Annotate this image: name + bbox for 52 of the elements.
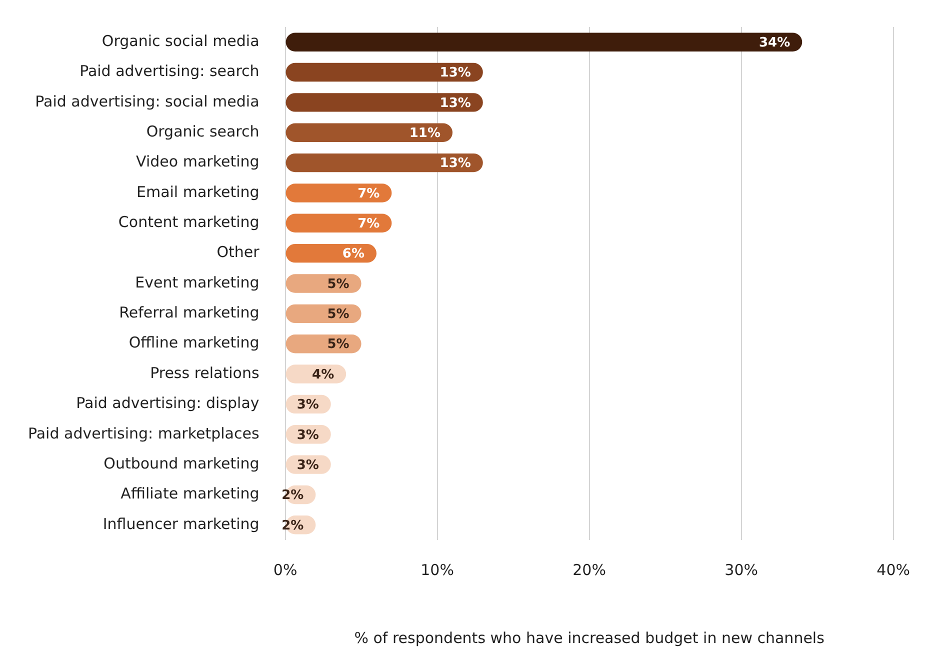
data-label: 5%: [327, 337, 350, 352]
bar: [286, 244, 376, 263]
bar: [286, 364, 346, 384]
data-label: 4%: [312, 367, 334, 382]
y-tick-label: Press relations: [150, 364, 260, 382]
data-label: 3%: [296, 428, 319, 443]
x-axis-title: % of respondents who have increased budget in new channels: [354, 628, 825, 647]
data-label: 5%: [327, 276, 350, 292]
y-tick-label: Outbound marketing: [104, 454, 260, 472]
bar: [286, 123, 452, 142]
bar: [286, 334, 362, 354]
data-label: 34%: [759, 35, 790, 50]
bar: [286, 93, 483, 112]
y-tick-label: Organic social media: [102, 32, 260, 50]
x-tick-label: 40%: [876, 560, 910, 579]
data-label: 5%: [327, 307, 350, 322]
y-tick-label: Other: [216, 243, 260, 262]
y-tick-label: Influencer marketing: [102, 514, 260, 533]
data-label: 11%: [409, 126, 440, 141]
data-label: 7%: [358, 216, 380, 232]
x-tick-label: 0%: [273, 560, 298, 579]
bar: [286, 184, 392, 202]
data-label: 2%: [282, 518, 304, 534]
data-label: 3%: [296, 458, 319, 473]
bar: [286, 214, 392, 232]
y-tick-label: Referral marketing: [119, 304, 260, 322]
y-tick-label: Email marketing: [136, 182, 260, 201]
y-tick-label: Video marketing: [136, 152, 260, 171]
y-tick-label: Affiliate marketing: [120, 484, 260, 503]
bar: [286, 304, 362, 324]
data-label: 2%: [282, 488, 304, 504]
data-label: 6%: [342, 246, 364, 262]
data-label: 13%: [440, 156, 471, 172]
bar: [286, 62, 483, 82]
data-label: 13%: [440, 66, 471, 81]
y-tick-label: Offline marketing: [128, 334, 260, 352]
y-tick-label: Paid advertising: marketplaces: [28, 424, 260, 442]
data-label: 3%: [296, 398, 319, 413]
y-tick-label: Content marketing: [118, 213, 260, 232]
y-tick-label: Organic search: [146, 122, 260, 141]
x-tick-label: 20%: [572, 560, 606, 579]
x-tick-label: 30%: [724, 560, 758, 579]
data-label: 7%: [358, 186, 380, 202]
x-tick-label: 10%: [420, 560, 454, 579]
bar: [286, 32, 802, 52]
data-label: 13%: [440, 96, 471, 111]
y-tick-label: Paid advertising: social media: [35, 92, 260, 110]
y-tick-label: Paid advertising: search: [80, 62, 260, 80]
y-tick-label: Paid advertising: display: [76, 394, 260, 412]
y-tick-label: Event marketing: [135, 273, 260, 292]
bar: [286, 153, 483, 172]
bar: [286, 274, 362, 293]
